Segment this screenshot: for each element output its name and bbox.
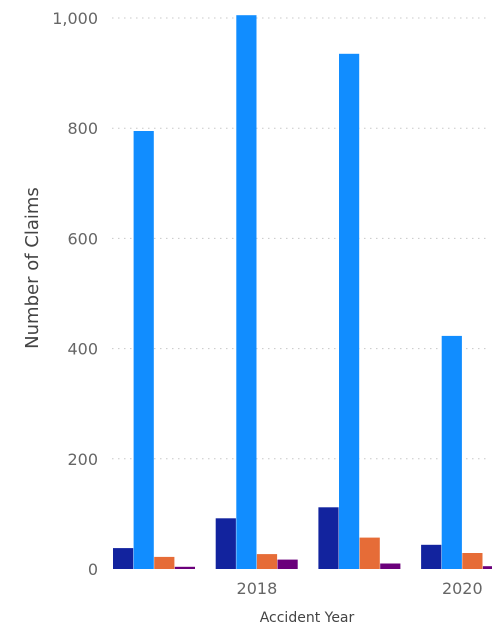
x-tick-label: 2018 — [237, 579, 278, 598]
x-axis-ticks: 2018 2020 — [237, 579, 483, 598]
gridlines — [112, 17, 490, 460]
bars — [113, 15, 492, 570]
bar[interactable] — [441, 335, 462, 569]
bar[interactable] — [236, 15, 257, 569]
bar[interactable] — [339, 53, 360, 570]
bar[interactable] — [318, 507, 339, 569]
y-tick-label: 0 — [88, 560, 98, 579]
bar[interactable] — [462, 553, 483, 569]
bar[interactable] — [113, 548, 134, 569]
bar[interactable] — [256, 554, 278, 569]
y-axis-title: Number of Claims — [22, 187, 43, 349]
bar[interactable] — [482, 566, 492, 569]
bar[interactable] — [133, 131, 154, 569]
bar[interactable] — [380, 563, 401, 570]
x-axis-title: Accident Year — [260, 610, 355, 626]
y-tick-label: 200 — [67, 450, 98, 469]
y-tick-label: 400 — [67, 340, 98, 359]
x-tick-label: 2020 — [442, 579, 483, 598]
bar[interactable] — [215, 518, 236, 569]
bar[interactable] — [421, 544, 442, 569]
bar[interactable] — [174, 566, 195, 569]
y-tick-label: 800 — [67, 119, 98, 138]
bar[interactable] — [154, 556, 175, 569]
bar[interactable] — [359, 537, 380, 569]
y-tick-label: 1,000 — [52, 9, 98, 28]
bar[interactable] — [277, 559, 298, 569]
y-tick-label: 600 — [67, 229, 98, 248]
y-axis-ticks: 0 200 400 600 800 1,000 — [52, 9, 98, 579]
